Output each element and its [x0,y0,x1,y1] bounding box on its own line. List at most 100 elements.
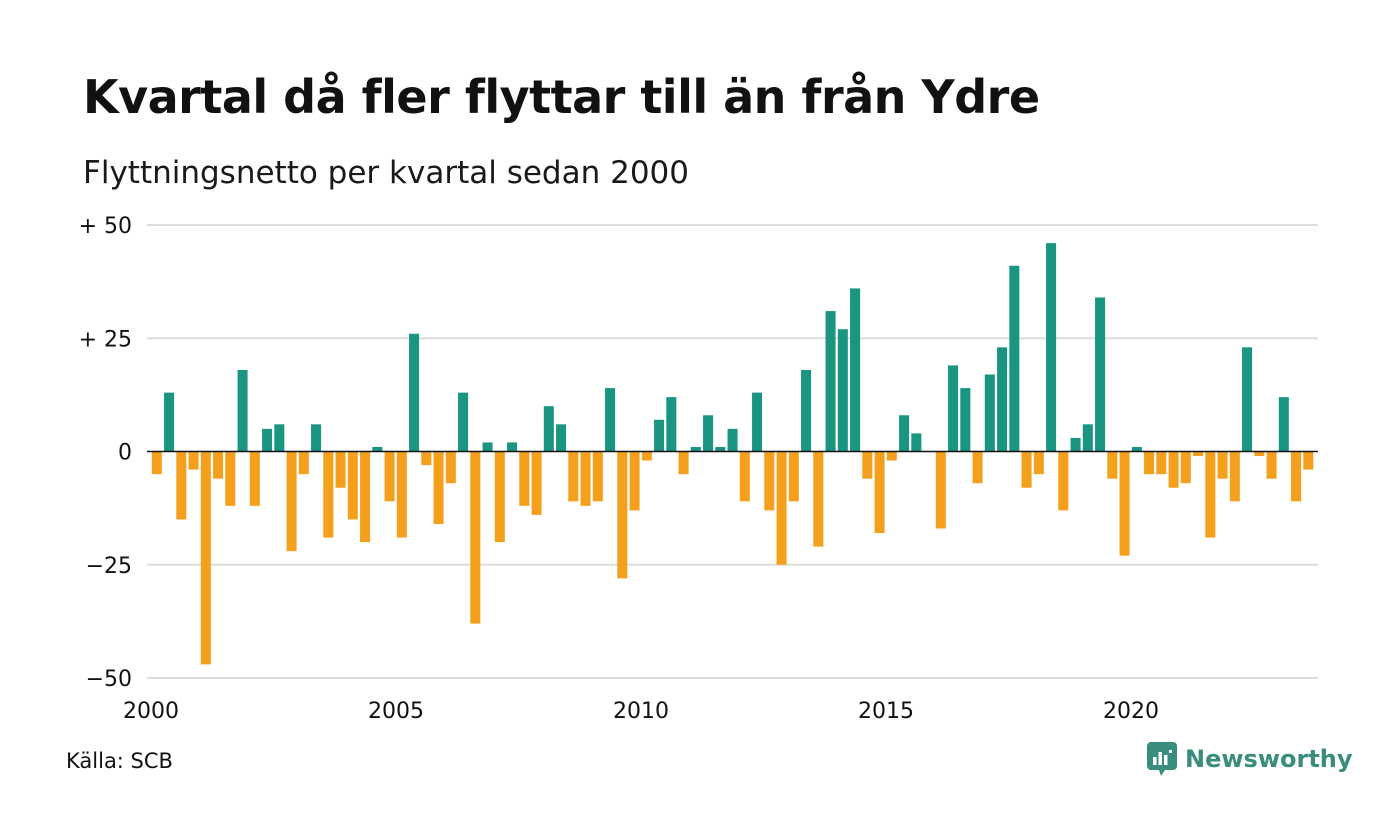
bar [494,451,505,543]
bar [984,374,995,452]
bar [396,451,407,538]
bar [874,451,885,534]
bar [629,451,640,511]
bar [1095,297,1106,452]
y-tick-label: + 50 [79,214,132,239]
bar [445,451,456,484]
bar [654,419,665,452]
bar [262,428,273,452]
bar [433,451,444,524]
brand-logo: Newsworthy [1147,742,1353,776]
bar [935,451,946,529]
bar [592,451,603,502]
bar [703,415,714,452]
bar [1058,451,1069,511]
bar [1168,451,1179,488]
bar [1180,451,1191,484]
bar [1144,451,1155,475]
bar [837,329,848,452]
bar [997,347,1008,452]
bar [482,442,493,452]
bar [1046,243,1057,452]
bar [1070,437,1081,452]
bar [519,451,530,506]
bar [764,451,775,511]
bar [568,451,579,502]
x-tick-label: 2020 [1103,699,1159,724]
bar [1131,446,1142,452]
bar [360,451,371,543]
bar [1278,397,1289,452]
bar [164,392,175,452]
bar [151,451,162,475]
grid-lines [147,224,1318,679]
bar [911,433,922,452]
bar [1229,451,1240,502]
bar [298,451,309,475]
bar [690,446,701,452]
bar [617,451,628,579]
bar [237,369,248,452]
bar [1266,451,1277,479]
x-tick-label: 2010 [613,699,669,724]
bar [188,451,199,470]
bar [788,451,799,502]
bar [458,392,469,452]
bar [727,428,738,452]
bar [1021,451,1032,488]
bar [225,451,236,506]
bar [1156,451,1167,475]
bar [1303,451,1314,470]
bar [1082,424,1093,452]
x-axis-ticks: 2000 2005 2010 2015 2020 [123,699,1159,724]
x-tick-label: 2005 [368,699,424,724]
bar [739,451,750,502]
bar [1205,451,1216,538]
brand-name: Newsworthy [1185,745,1353,773]
bar [886,451,897,461]
newsworthy-logo-icon [1147,742,1177,776]
bar [850,288,861,452]
bar [752,392,763,452]
x-tick-label: 2000 [123,699,179,724]
bar [543,406,554,452]
bar [1242,347,1253,452]
bar [335,451,346,488]
chart-subtitle: Flyttningsnetto per kvartal sedan 2000 [83,155,689,191]
bar [899,415,910,452]
bar [605,388,616,452]
bar [960,388,971,452]
y-tick-label: −50 [86,667,132,692]
bar [825,311,836,452]
bar [1107,451,1118,479]
chart-title: Kvartal då fler flyttar till än från Ydr… [83,70,1040,124]
bar [556,424,567,452]
bar [323,451,334,538]
bar [470,451,481,624]
bar [421,451,432,466]
bars [151,243,1314,665]
bar [384,451,395,502]
x-tick-label: 2015 [858,699,914,724]
source-note: Källa: SCB [66,749,173,773]
bar [249,451,260,506]
bar [776,451,787,565]
bar [372,446,383,452]
bar-chart: + 50 + 25 0 −25 −50 2000 2005 2010 2015 2020 [79,214,1318,724]
bar [1119,451,1130,556]
bar [1193,451,1204,457]
bar [813,451,824,547]
bar [311,424,322,452]
bar [1254,451,1265,457]
bar [948,365,959,452]
bar [213,451,224,479]
bar [641,451,652,461]
bar [274,424,285,452]
bar [678,451,689,475]
y-tick-label: + 25 [79,327,132,352]
bar [286,451,297,552]
y-axis-ticks: + 50 + 25 0 −25 −50 [79,214,132,692]
bar [531,451,542,515]
bar [1291,451,1302,502]
bar [801,369,812,452]
